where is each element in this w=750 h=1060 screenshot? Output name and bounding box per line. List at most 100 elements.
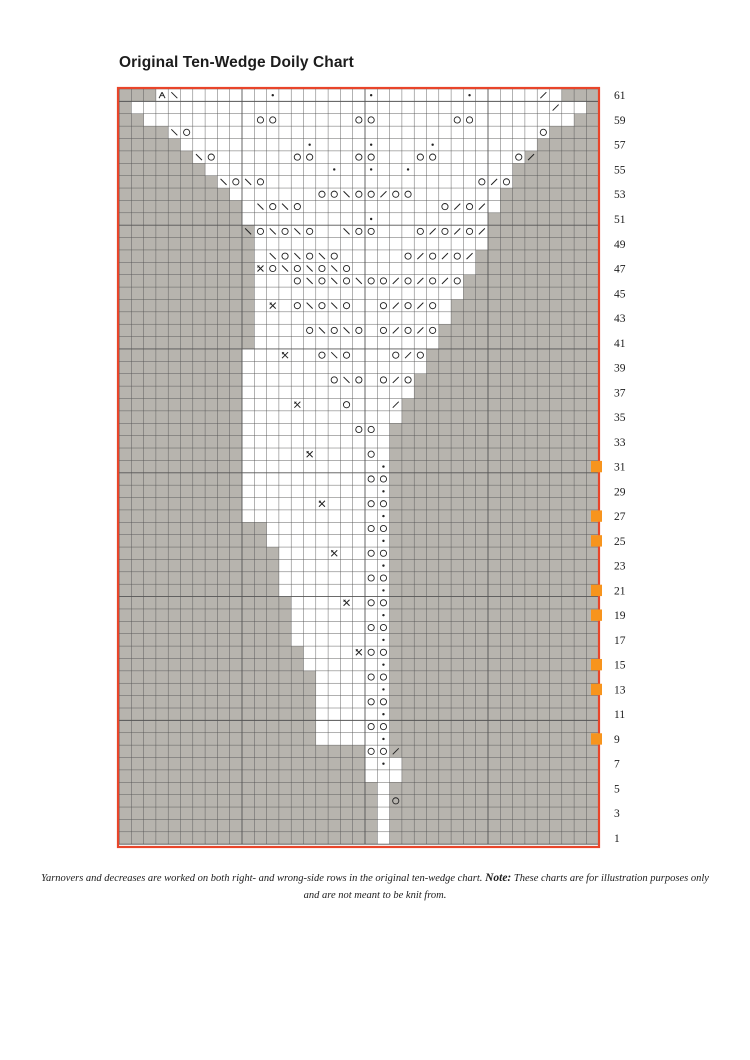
stitch-cells-row-2 — [377, 819, 390, 832]
row-label: 1 — [614, 833, 620, 845]
symbol-yo — [330, 326, 338, 334]
symbol-cdd — [330, 549, 338, 557]
symbol-yo — [367, 599, 375, 607]
caption-note-text: These charts are for illustration purpos… — [303, 873, 709, 901]
row-label: 3 — [614, 808, 620, 820]
symbol-ssk — [355, 277, 363, 285]
symbol-yo — [379, 326, 388, 334]
symbol-ssk — [269, 252, 277, 260]
symbol-yo — [429, 153, 437, 161]
symbol-ssk — [257, 203, 264, 210]
symbol-yo — [293, 302, 301, 310]
stitch-cells-row-57 — [180, 138, 538, 151]
stitch-cells-row-55 — [205, 163, 513, 176]
stitch-cells-row-58 — [168, 126, 550, 139]
symbol-k2tog — [478, 203, 486, 210]
symbol-k2tog — [552, 104, 560, 111]
chart-grid-lines — [118, 88, 599, 845]
symbol-yo — [429, 302, 437, 310]
symbol-yo — [379, 524, 388, 533]
row-label: 49 — [614, 239, 626, 251]
symbol-ssk — [281, 265, 289, 272]
symbol-yo — [379, 698, 388, 706]
symbol-ssk — [343, 327, 350, 334]
symbol-k2tog — [429, 228, 437, 235]
symbol-yo — [207, 153, 215, 161]
symbol-yo — [306, 153, 314, 161]
row-label: 15 — [614, 660, 626, 672]
symbol-k2tog — [416, 327, 424, 334]
row-label: 27 — [614, 511, 626, 523]
symbol-k2tog — [441, 277, 449, 285]
row-label: 21 — [614, 585, 626, 597]
stitch-cells-row-23 — [278, 559, 390, 572]
stitch-cells-row-22 — [278, 571, 390, 585]
row-label: 61 — [614, 90, 626, 102]
stitch-cells-row-39 — [242, 361, 427, 374]
symbol-dot — [382, 712, 385, 716]
symbol-yo — [379, 549, 388, 557]
symbol-dot — [382, 638, 385, 642]
symbol-yo — [293, 153, 301, 161]
chart-title: Original Ten-Wedge Doily Chart — [119, 54, 354, 71]
symbol-cdd — [281, 351, 289, 359]
symbol-k2tog — [416, 252, 424, 260]
symbol-dot — [382, 613, 385, 617]
symbol-yo — [478, 178, 486, 186]
symbol-ssk — [318, 252, 326, 260]
symbol-yo — [293, 277, 301, 285]
symbol-yo — [416, 351, 424, 359]
symbol-yo — [355, 190, 363, 198]
symbol-yo — [367, 500, 375, 508]
symbol-k2tog — [416, 277, 424, 285]
symbol-k2tog — [392, 302, 400, 310]
symbol-dot — [382, 663, 385, 666]
row-label: 29 — [614, 486, 626, 498]
symbol-yo — [281, 227, 289, 235]
symbol-yo — [465, 203, 474, 211]
symbol-dot — [382, 737, 385, 741]
symbol-yo — [392, 190, 400, 198]
symbol-yo — [502, 178, 511, 186]
symbol-yo — [342, 351, 351, 359]
symbol-yo — [416, 227, 424, 235]
stitch-cells-row-5 — [377, 782, 390, 795]
symbol-yo — [355, 116, 363, 124]
symbol-yo — [404, 302, 412, 310]
row-marker-9 — [591, 733, 602, 745]
symbol-yo — [330, 376, 338, 384]
symbol-yo — [367, 475, 375, 483]
symbol-cdd — [306, 450, 314, 458]
stitch-cells-row-4 — [377, 794, 390, 808]
symbol-yo — [379, 623, 388, 632]
symbol-yo — [293, 264, 301, 273]
symbol-yo — [342, 264, 351, 273]
caption-note-label: Note: — [485, 872, 512, 884]
symbol-ssk-sl — [158, 91, 166, 99]
caption-text: Yarnovers and decreases are worked on bo… — [41, 873, 483, 884]
symbol-yo — [453, 252, 461, 260]
row-label: 35 — [614, 412, 626, 424]
symbol-yo — [367, 574, 375, 582]
symbol-dot — [382, 514, 385, 518]
stitch-cells-row-21 — [278, 584, 390, 597]
row-label: 57 — [614, 140, 626, 152]
symbol-k2tog — [490, 178, 498, 186]
symbol-yo — [256, 227, 265, 235]
symbol-yo — [367, 623, 375, 632]
row-label: 47 — [614, 264, 626, 276]
symbol-yo — [256, 116, 265, 124]
row-label: 9 — [614, 734, 620, 746]
symbol-yo — [342, 277, 351, 285]
symbol-k2tog — [478, 228, 486, 235]
symbol-k2tog — [416, 302, 424, 310]
row-label: 7 — [614, 759, 620, 771]
symbol-cdd — [355, 648, 363, 656]
symbol-dot — [382, 539, 385, 543]
symbol-yo — [379, 277, 388, 285]
symbol-yo — [269, 116, 277, 124]
row-label: 19 — [614, 610, 626, 622]
stitch-cells-row-59 — [143, 113, 575, 127]
symbol-yo — [379, 475, 388, 483]
symbol-cdd — [343, 599, 350, 607]
